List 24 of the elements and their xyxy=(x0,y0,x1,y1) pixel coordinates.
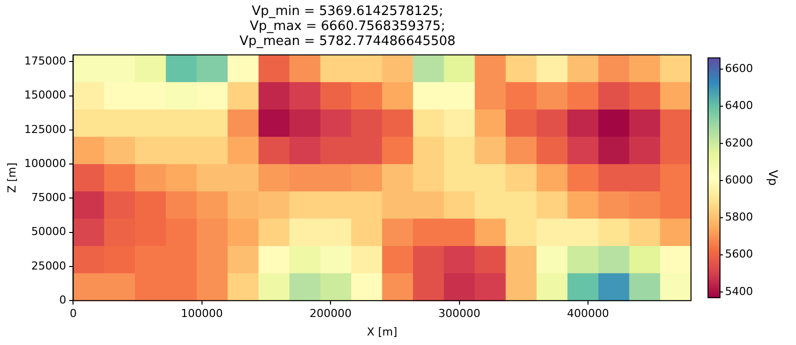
x-tick-label: 200000 xyxy=(310,307,352,320)
x-tick-label: 100000 xyxy=(180,307,223,320)
y-axis-title: Z [m] xyxy=(5,162,18,193)
y-tick-label: 75000 xyxy=(31,191,66,204)
color-bar-label: 5400 xyxy=(725,284,753,298)
y-tick-label: 50000 xyxy=(31,225,66,238)
color-bar-label: 5800 xyxy=(725,210,753,224)
y-tick-label: 100000 xyxy=(24,156,66,170)
x-tick-label: 300000 xyxy=(438,307,480,320)
color-bar-label: 6600 xyxy=(725,62,753,75)
y-tick-label: 150000 xyxy=(24,88,66,102)
x-tick-label: 400000 xyxy=(567,307,610,320)
y-tick-label: 125000 xyxy=(24,122,66,136)
color-bar-label: 5600 xyxy=(725,248,753,261)
x-axis-title: X [m] xyxy=(366,325,398,338)
chart-title: Vp_min = 5369.6142578125; Vp_max = 6660.7568359375; Vp_mean = 5782.774486645508 xyxy=(239,4,456,49)
y-tick-label: 175000 xyxy=(24,54,66,68)
color-bar-label: 6000 xyxy=(725,173,753,186)
y-tick-label: 25000 xyxy=(31,259,66,272)
color-bar-title: Vp xyxy=(766,170,780,186)
y-tick-label: 0 xyxy=(59,293,66,306)
x-tick-label: 0 xyxy=(70,307,77,320)
color-bar-label: 6400 xyxy=(725,99,753,112)
color-bar-label: 6200 xyxy=(725,136,753,150)
